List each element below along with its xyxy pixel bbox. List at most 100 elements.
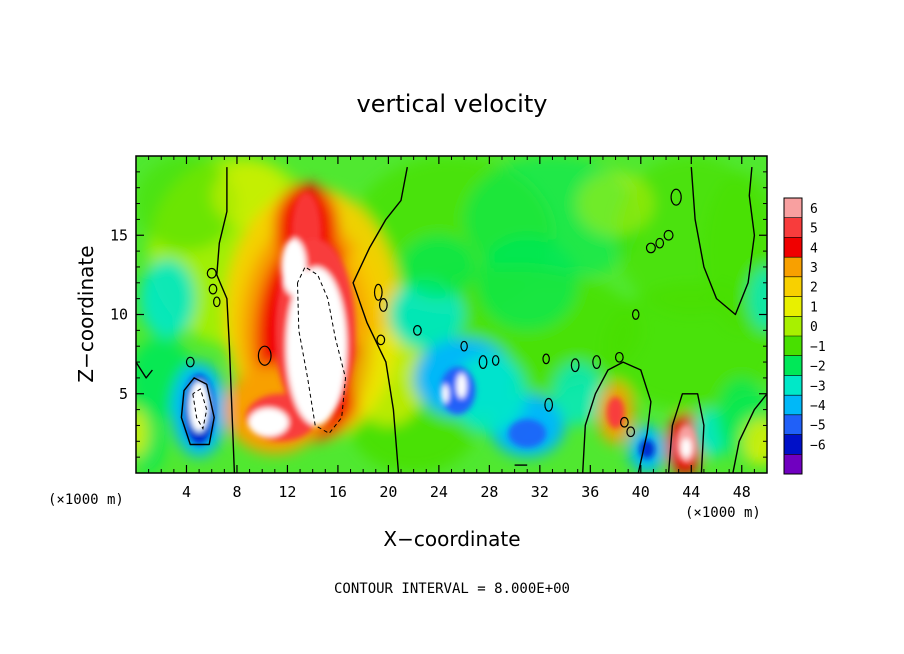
x-tick-label: 20 (379, 483, 397, 501)
field-core (189, 381, 210, 432)
field-patch (139, 259, 196, 339)
zero-contour-loop (614, 351, 624, 363)
colorbar-label: 1 (810, 300, 818, 315)
zero-contour-loop (570, 358, 580, 373)
field-patch (741, 417, 767, 466)
colorbar-label: 2 (810, 281, 818, 296)
y-axis: 5 10 15 (110, 171, 767, 458)
colorbar-label: −1 (810, 340, 826, 355)
colorbar-label: 3 (810, 261, 818, 276)
zero-contour-loop (208, 283, 218, 295)
zero-contour-loop (206, 267, 217, 279)
zero-contour-loop (663, 229, 674, 241)
x-tick-label: 16 (329, 483, 347, 501)
colorbar-swatch (784, 454, 802, 475)
colorbar-swatch (784, 257, 802, 278)
colorbar-swatch (784, 296, 802, 317)
colorbar-swatch (784, 434, 802, 455)
colorbar-swatch (784, 395, 802, 416)
zero-contour-loop (670, 188, 682, 206)
field-core (606, 396, 625, 429)
zero-contour-loop (376, 334, 386, 346)
x-tick-label: 12 (278, 483, 296, 501)
colorbar-label: 0 (810, 320, 818, 335)
field-patch (577, 171, 654, 236)
x-axis-label: X−coordinate (383, 527, 520, 551)
zero-contour-line (732, 393, 767, 473)
colorbar-swatch (784, 276, 802, 298)
zero-contour-loop (413, 324, 422, 336)
field-patch (136, 409, 149, 458)
colorbar-label: 4 (810, 241, 818, 256)
colorbar-label: −2 (810, 360, 826, 375)
colorbar-swatch (784, 198, 802, 219)
zero-contour-loop (631, 309, 640, 320)
contour-line-dashed (192, 388, 208, 431)
zero-contour-line (136, 361, 153, 379)
field-core (681, 438, 692, 458)
colorbar-label: −6 (810, 438, 826, 453)
zero-contour-line (352, 166, 408, 473)
zero-contour-loop (257, 345, 272, 366)
x-tick-label: 40 (632, 483, 650, 501)
contour-interval-text: CONTOUR INTERVAL = 8.000E+00 (334, 581, 570, 597)
field-patch (451, 354, 528, 434)
colorbar-swatch (784, 375, 802, 396)
field-core (248, 408, 289, 437)
field-patch (703, 171, 767, 331)
zero-contour-loop (655, 237, 665, 249)
zero-contour-loop (185, 356, 195, 368)
colorbar-label: −5 (810, 419, 826, 434)
field-core (286, 266, 347, 426)
chart-title: vertical velocity (357, 90, 548, 118)
x-tick-label: 28 (480, 483, 498, 501)
velocity-field (136, 156, 767, 473)
field-patch (401, 235, 477, 299)
y-tick-label: 15 (110, 226, 128, 244)
colorbar-swatch (784, 217, 802, 238)
zero-contour-loop (620, 416, 629, 428)
zero-contour-line (582, 361, 652, 473)
field-patch (476, 235, 578, 331)
y-tick-label: 10 (110, 306, 128, 324)
zero-contour-loop (378, 298, 388, 312)
field-core (441, 384, 449, 404)
zero-contour-line (216, 167, 236, 473)
x-tick-label: 24 (430, 483, 448, 501)
x-unit-label-left: (×1000 m) (48, 492, 124, 508)
zero-contour-line (690, 167, 756, 316)
x-tick-label: 44 (682, 483, 700, 501)
zero-contour-loop (544, 397, 554, 412)
field-core (508, 419, 547, 448)
zero-contour-loop (373, 283, 383, 301)
zero-contour-loop (460, 340, 468, 352)
colorbar-label: −4 (810, 399, 826, 414)
zero-contour-line (180, 377, 215, 446)
field-core (281, 238, 307, 296)
y-axis-label: Z−coordinate (74, 245, 98, 382)
x-tick-label: 36 (581, 483, 599, 501)
colorbar-swatch (784, 316, 802, 337)
field-core (456, 373, 467, 399)
colorbar-swatch (784, 237, 802, 258)
zero-contour-loop (491, 355, 500, 366)
colorbar-label: −3 (810, 379, 826, 394)
x-tick-label: 48 (733, 483, 751, 501)
colorbar-swatch (784, 355, 802, 376)
zero-contour-loop (592, 355, 602, 369)
x-tick-label: 4 (182, 483, 191, 501)
contour-line-dashed (297, 266, 347, 435)
zero-contour-loop (645, 242, 656, 254)
zero-contour-loop (626, 426, 636, 438)
zero-contour-line (667, 393, 705, 473)
zero-contour-loop (542, 353, 550, 365)
colorbar-label: 5 (810, 222, 818, 237)
colorbar: 6 5 4 3 2 1 0 −1 −2 −3 −4 −5 −6 (783, 197, 826, 475)
y-tick-label: 5 (119, 385, 128, 403)
field-cores (183, 192, 697, 464)
zero-contour-loop (478, 355, 488, 369)
x-tick-label: 32 (531, 483, 549, 501)
x-tick-label: 8 (232, 483, 241, 501)
x-unit-label-right: (×1000 m) (685, 505, 761, 521)
